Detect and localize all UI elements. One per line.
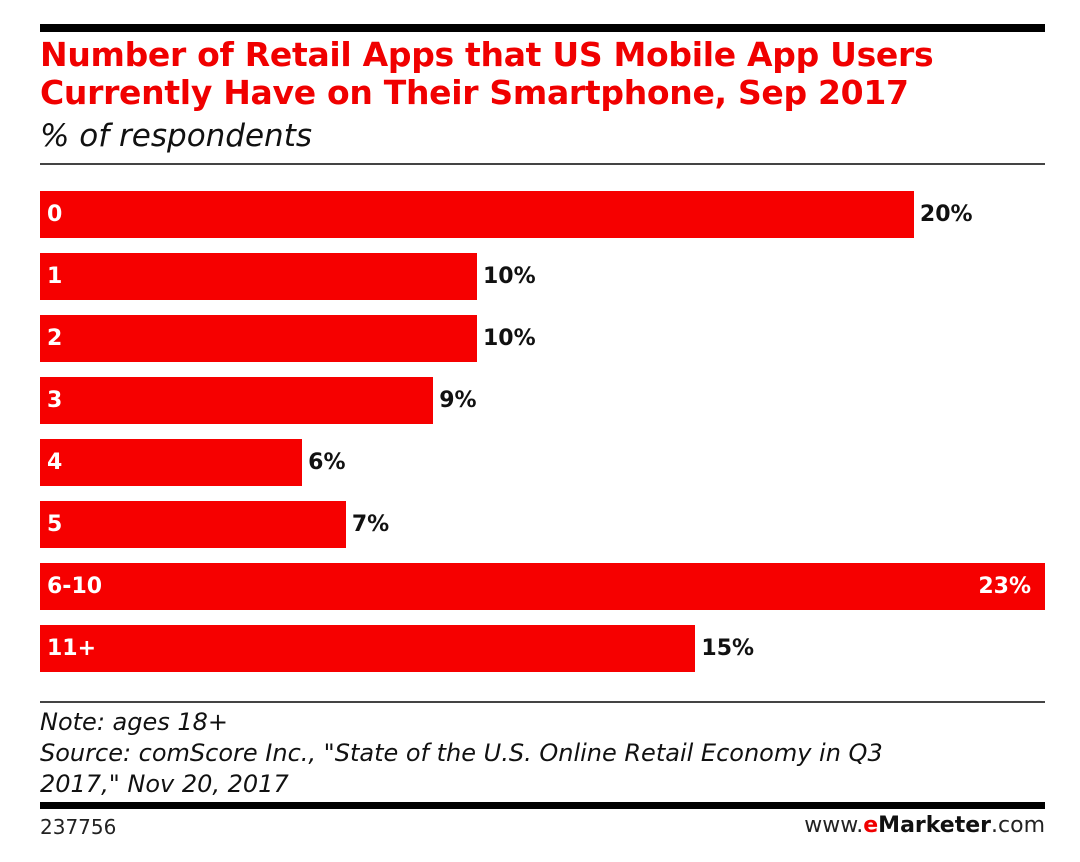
bar-2 — [40, 315, 477, 362]
bar-11+ — [40, 625, 696, 672]
category-label: 5 — [47, 512, 63, 537]
value-label: 15% — [701, 636, 755, 661]
value-label: 23% — [978, 574, 1031, 599]
category-label: 2 — [47, 326, 63, 351]
note-text: Note: ages 18+ — [40, 708, 229, 736]
bar-4 — [40, 439, 303, 486]
bottom-rule — [40, 802, 1045, 809]
brand-suffix: .com — [991, 813, 1045, 838]
source-text-line-2: 2017," Nov 20, 2017 — [40, 770, 289, 798]
category-label: 4 — [47, 450, 63, 475]
chart-title: Number of Retail Apps that US Mobile App… — [40, 36, 1045, 112]
header-divider — [40, 163, 1045, 165]
bar-3 — [40, 377, 434, 424]
source-text-line-1: Source: comScore Inc., "State of the U.S… — [40, 739, 883, 767]
bar-5 — [40, 501, 346, 548]
chart-title-line-2: Currently Have on Their Smartphone, Sep … — [40, 73, 909, 112]
category-label: 3 — [47, 388, 63, 413]
brand-prefix: www. — [804, 813, 864, 838]
value-label: 7% — [351, 512, 390, 537]
category-label: 6-10 — [47, 574, 103, 599]
bar-0 — [40, 191, 914, 238]
brand-name: Marketer — [878, 813, 992, 838]
brand-e: e — [863, 813, 879, 838]
footer-divider — [40, 701, 1045, 703]
top-rule — [40, 24, 1045, 32]
category-label: 11+ — [47, 636, 97, 661]
bar-6-10 — [40, 563, 1045, 610]
chart-notes: Note: ages 18+ Source: comScore Inc., "S… — [40, 707, 883, 800]
chart-title-line-1: Number of Retail Apps that US Mobile App… — [40, 35, 934, 74]
value-label: 9% — [439, 388, 477, 413]
value-label: 20% — [919, 202, 973, 227]
chart-subtitle: % of respondents — [40, 118, 313, 154]
bar-1 — [40, 253, 477, 300]
chart-id: 237756 — [40, 815, 117, 839]
value-label: 10% — [482, 326, 536, 351]
value-label: 10% — [482, 264, 536, 289]
value-label: 6% — [308, 450, 346, 475]
category-label: 0 — [47, 202, 63, 227]
category-label: 1 — [47, 264, 63, 289]
emarketer-logo: www.eMarketer.com — [804, 813, 1045, 838]
